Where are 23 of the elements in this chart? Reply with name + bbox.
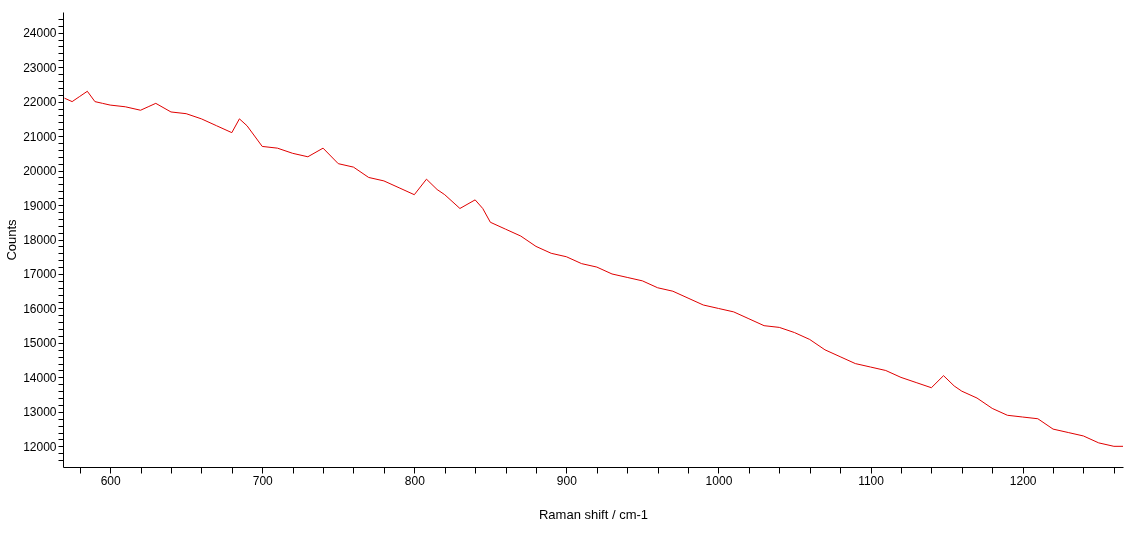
y-tick-label: 14000: [23, 370, 57, 385]
y-tick-label: 16000: [23, 301, 57, 316]
y-tick-label: 23000: [23, 60, 57, 75]
x-tick-label: 1000: [705, 473, 733, 488]
x-tick-label: 800: [404, 473, 426, 488]
y-tick-label: 18000: [23, 233, 57, 247]
x-tick-label: 600: [100, 473, 121, 488]
x-tick-label: 1100: [858, 473, 885, 488]
y-tick-label: 12000: [23, 439, 57, 454]
y-tick-label: 17000: [23, 267, 57, 282]
y-tick-label: 19000: [23, 198, 57, 213]
y-tick-label: 21000: [23, 129, 57, 144]
x-tick-label: 700: [252, 473, 274, 488]
y-tick-label: 22000: [23, 95, 57, 110]
x-axis-title: Raman shift / cm-1: [538, 506, 649, 522]
y-tick-label: 20000: [23, 164, 57, 179]
y-tick-label: 13000: [23, 405, 57, 420]
line-series: [64, 90, 1123, 447]
x-tick-label: 900: [556, 473, 578, 488]
y-axis-title: Counts: [4, 218, 20, 261]
y-tick-label: 15000: [23, 336, 57, 351]
y-tick-label: 24000: [23, 26, 57, 41]
x-tick-label: 1200: [1009, 473, 1037, 488]
